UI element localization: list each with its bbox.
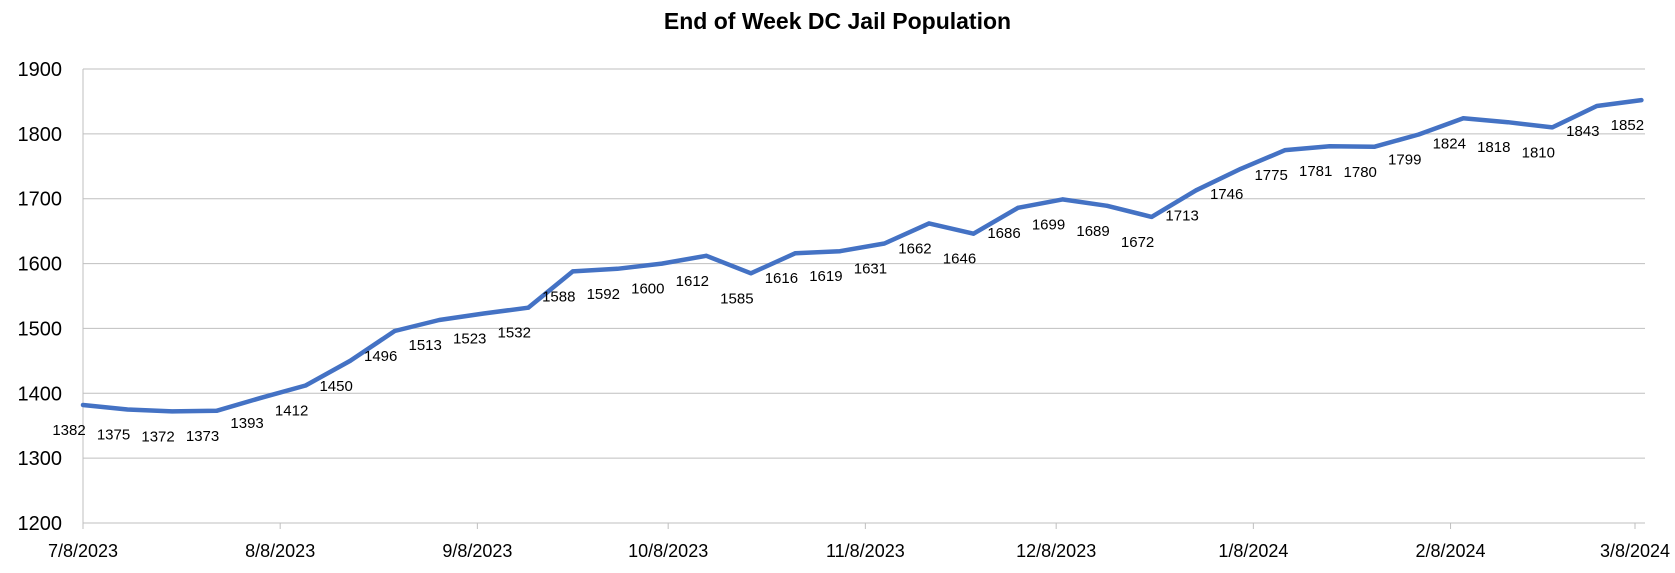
data-point [1283, 148, 1288, 153]
data-point [1105, 203, 1110, 208]
data-label: 1646 [943, 251, 976, 268]
data-label: 1600 [631, 281, 664, 298]
data-label: 1496 [364, 348, 397, 365]
y-tick-label: 1200 [18, 513, 63, 535]
data-point [926, 221, 931, 226]
axes: 1200 1300 1400 1500 1600 1700 1800 1900 7/8/2023… [18, 59, 1671, 561]
data-label: 1810 [1522, 144, 1555, 161]
data-label: 1781 [1299, 163, 1332, 180]
y-tick-label: 1300 [18, 448, 63, 470]
data-label: 1619 [809, 268, 842, 285]
data-label: 1818 [1477, 139, 1510, 156]
data-label: 1612 [676, 273, 709, 290]
data-point [81, 402, 85, 407]
data-point [793, 251, 798, 256]
data-point [1416, 132, 1421, 137]
y-tick-label: 1500 [18, 318, 63, 340]
data-label: 1372 [141, 428, 174, 445]
data-point [1016, 205, 1021, 210]
series-line [80, 97, 1644, 414]
data-point [748, 271, 753, 276]
x-tick-label: 10/8/2023 [628, 541, 708, 561]
data-label: 1585 [720, 290, 753, 307]
data-point [1238, 166, 1243, 171]
data-point [437, 317, 442, 322]
data-point [125, 407, 130, 412]
data-point [526, 305, 531, 310]
data-point [570, 269, 575, 274]
data-label: 1699 [1032, 216, 1065, 233]
data-point [214, 408, 219, 413]
data-point [481, 311, 486, 316]
x-tick-label: 7/8/2023 [48, 541, 118, 561]
data-label: 1631 [854, 260, 887, 277]
y-tick-label: 1900 [18, 59, 63, 81]
data-point [1639, 98, 1644, 103]
data-point [615, 266, 620, 271]
data-label: 1843 [1566, 123, 1599, 140]
x-tick-label: 11/8/2023 [826, 541, 905, 561]
data-label: 1713 [1165, 207, 1198, 224]
y-tick-label: 1400 [18, 383, 63, 405]
x-tick-label: 8/8/2023 [245, 541, 315, 561]
data-labels: 1382 1375 1372 1373 1393 1412 1450 1496 1513 1523… [52, 117, 1644, 445]
data-point [1327, 144, 1332, 149]
data-label: 1588 [542, 288, 575, 305]
data-label: 1513 [409, 337, 442, 354]
data-label: 1775 [1254, 167, 1287, 184]
gridlines [83, 68, 1645, 459]
data-point [659, 261, 664, 266]
x-tick-label: 9/8/2023 [442, 541, 512, 561]
data-label: 1592 [587, 286, 620, 303]
data-point [1372, 144, 1377, 149]
data-point [392, 329, 397, 334]
data-label: 1662 [898, 240, 931, 257]
x-tick-label: 3/8/2024 [1600, 541, 1670, 561]
y-tick-label: 1800 [18, 124, 63, 146]
data-label: 1689 [1076, 223, 1109, 240]
series-line-group [80, 97, 1644, 414]
chart-title: End of Week DC Jail Population [663, 8, 1012, 34]
data-point [1060, 197, 1065, 202]
data-label: 1780 [1344, 164, 1377, 181]
data-label: 1852 [1611, 117, 1644, 134]
data-label: 1616 [765, 270, 798, 287]
data-label: 1393 [230, 415, 263, 432]
data-point [1149, 214, 1154, 219]
y-tick-label: 1700 [18, 189, 63, 211]
data-label: 1375 [97, 427, 130, 444]
x-tick-label: 2/8/2024 [1416, 541, 1486, 561]
data-point [971, 231, 976, 236]
data-point [259, 395, 264, 400]
data-point [1461, 116, 1466, 121]
data-point [704, 253, 709, 258]
data-point [348, 358, 353, 363]
data-point [882, 241, 887, 246]
data-label: 1824 [1433, 135, 1466, 152]
data-label: 1686 [987, 225, 1020, 242]
x-tick-label: 1/8/2024 [1218, 541, 1288, 561]
data-label: 1799 [1388, 152, 1421, 169]
data-label: 1382 [52, 422, 85, 439]
y-tick-label: 1600 [18, 254, 63, 276]
data-label: 1523 [453, 331, 486, 348]
data-label: 1746 [1210, 186, 1243, 203]
data-point [1505, 120, 1510, 125]
data-label: 1412 [275, 403, 308, 420]
data-label: 1373 [186, 428, 219, 445]
data-point [303, 383, 308, 388]
data-point [170, 409, 175, 414]
data-label: 1450 [319, 378, 352, 395]
data-label: 1672 [1121, 234, 1154, 251]
data-point [1594, 103, 1599, 108]
x-tick-label: 12/8/2023 [1016, 541, 1096, 561]
data-point [837, 249, 842, 254]
data-label: 1532 [498, 325, 531, 342]
data-point [1550, 125, 1555, 130]
data-point [1194, 188, 1199, 193]
